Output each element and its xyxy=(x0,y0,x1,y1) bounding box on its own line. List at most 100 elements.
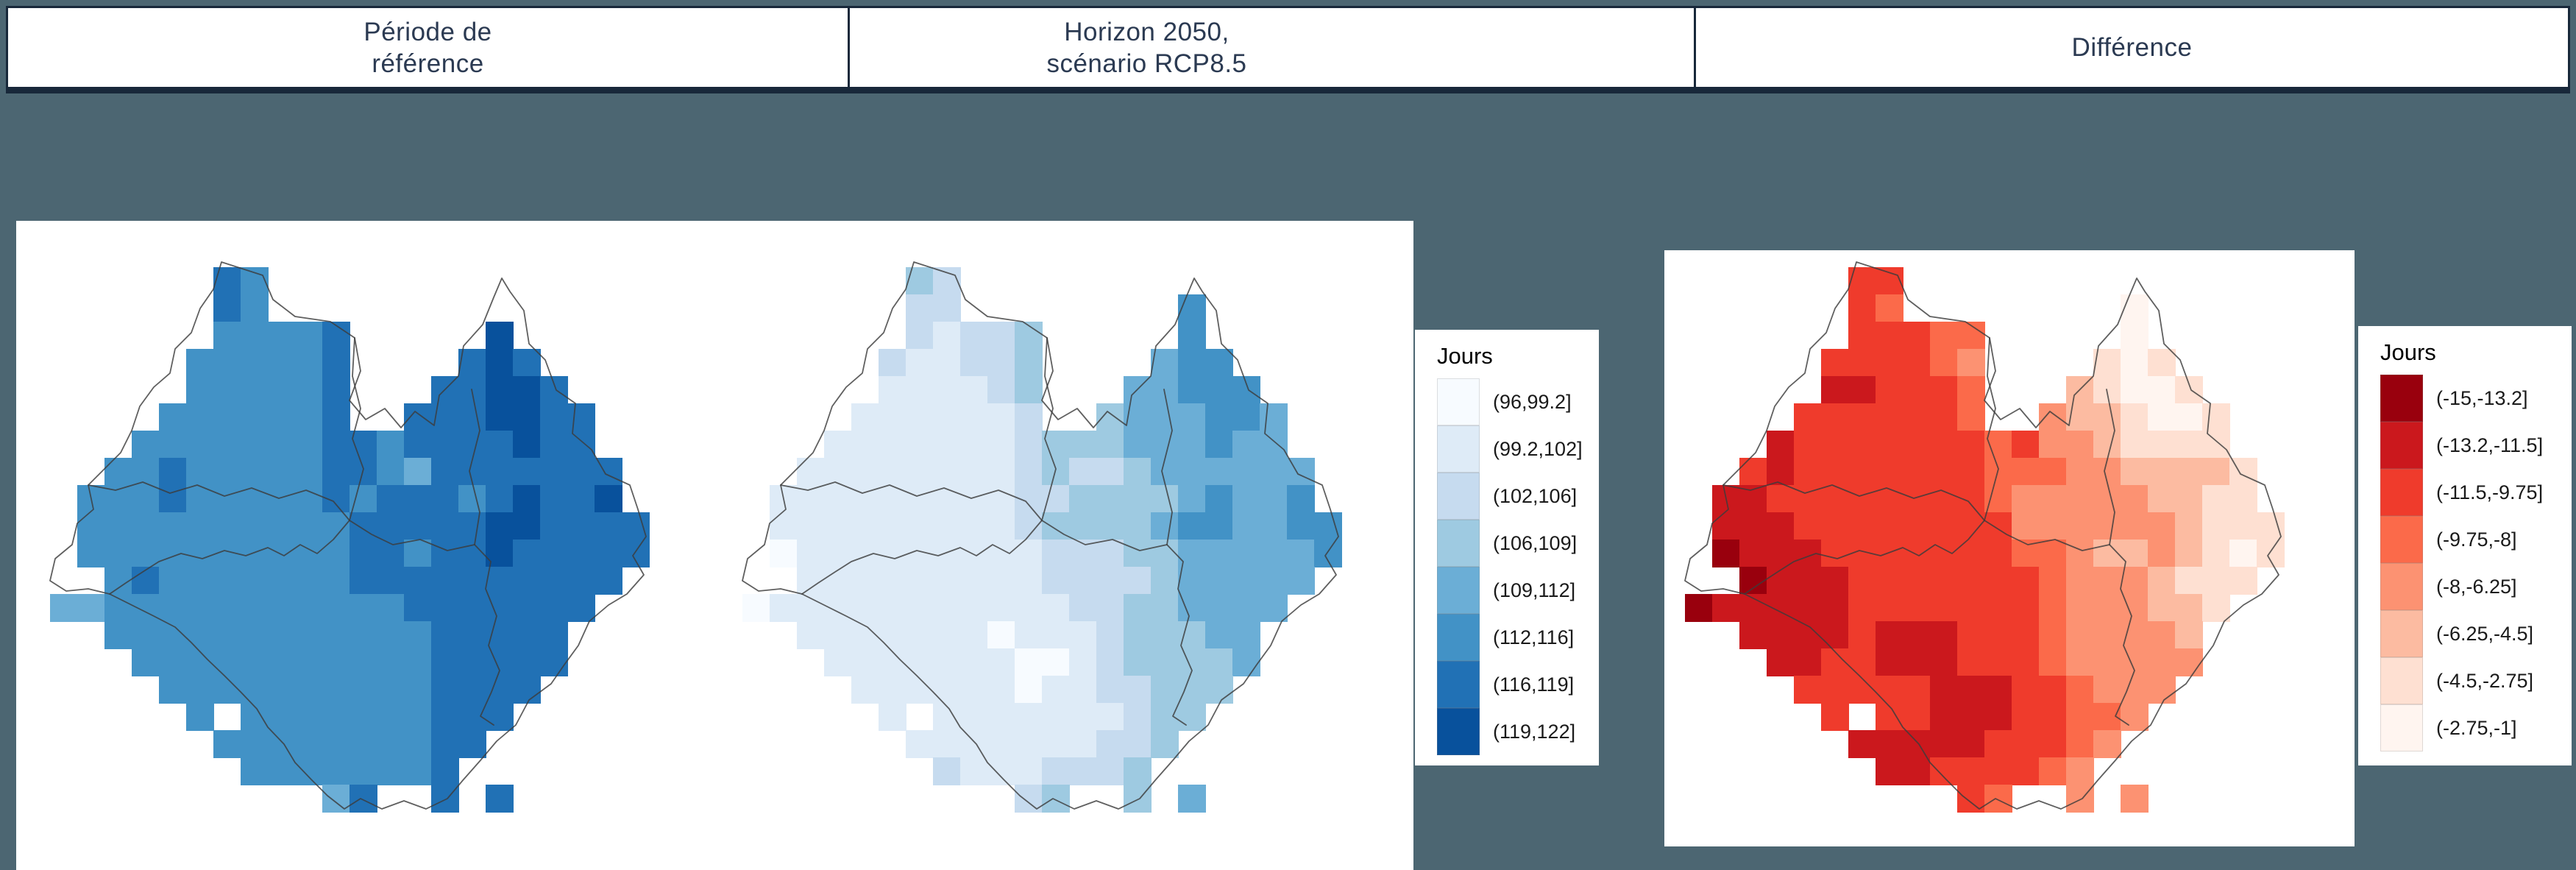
grid-cell xyxy=(1015,458,1043,486)
grid-cell xyxy=(132,648,160,676)
grid-cell xyxy=(2148,621,2176,649)
grid-cell xyxy=(1205,376,1233,404)
grid-cell xyxy=(1903,648,1931,676)
grid-cell xyxy=(1124,621,1152,649)
grid-cell xyxy=(1821,676,1849,704)
grid-cell xyxy=(186,648,214,676)
grid-cell xyxy=(322,730,350,758)
grid-cell xyxy=(1957,403,1985,431)
grid-cell xyxy=(1957,703,1985,731)
grid-cell xyxy=(1848,648,1876,676)
grid-cell xyxy=(2066,703,2094,731)
grid-cell xyxy=(1767,485,1795,513)
grid-cell xyxy=(404,676,432,704)
grid-cell xyxy=(1232,540,1260,567)
grid-cell xyxy=(1957,431,1985,459)
legend-entry: (112,116] xyxy=(1437,614,1599,661)
grid-cell xyxy=(213,376,241,404)
grid-cell xyxy=(241,512,269,540)
grid-cell xyxy=(960,403,988,431)
grid-cell xyxy=(2039,676,2067,704)
grid-cell xyxy=(879,540,906,567)
grid-cell xyxy=(268,730,296,758)
grid-cell xyxy=(1767,512,1795,540)
grid-cell xyxy=(1178,349,1206,377)
grid-cell xyxy=(1124,594,1152,622)
grid-cell xyxy=(540,567,568,595)
grid-cell xyxy=(513,621,541,649)
grid-cell xyxy=(1903,512,1931,540)
grid-cell xyxy=(431,730,459,758)
grid-cell xyxy=(1903,458,1931,486)
grid-cell xyxy=(595,485,622,513)
grid-cell xyxy=(879,458,906,486)
grid-cell xyxy=(186,458,214,486)
grid-cell xyxy=(268,512,296,540)
grid-cell xyxy=(1903,540,1931,567)
legend-label: (-6.25,-4.5] xyxy=(2436,622,2534,645)
grid-cell xyxy=(933,322,961,350)
grid-cell xyxy=(2093,512,2121,540)
grid-cell xyxy=(213,431,241,459)
grid-cell xyxy=(350,648,377,676)
grid-cell xyxy=(2148,431,2176,459)
grid-cell xyxy=(1260,594,1288,622)
legend-label: (-2.75,-1] xyxy=(2436,716,2517,739)
grid-cell xyxy=(2039,594,2067,622)
grid-cell xyxy=(960,512,988,540)
grid-cell xyxy=(458,485,486,513)
grid-cell xyxy=(295,594,323,622)
grid-cell xyxy=(377,458,405,486)
grid-cell xyxy=(1178,785,1206,813)
header-line: référence xyxy=(372,49,484,78)
grid-cell xyxy=(540,512,568,540)
grid-cell xyxy=(2148,594,2176,622)
grid-cell xyxy=(1178,703,1206,731)
grid-cell xyxy=(1903,676,1931,704)
legend-entry: (116,119] xyxy=(1437,661,1599,708)
grid-cell xyxy=(987,322,1015,350)
grid-cell xyxy=(1042,730,1070,758)
legend-entry: (-6.25,-4.5] xyxy=(2380,610,2572,657)
grid-cell xyxy=(431,485,459,513)
grid-cell xyxy=(879,403,906,431)
grid-cell xyxy=(933,540,961,567)
grid-cell xyxy=(513,349,541,377)
grid-cell xyxy=(458,349,486,377)
grid-cell xyxy=(1984,485,2012,513)
grid-cell xyxy=(1042,785,1070,813)
grid-cell xyxy=(1287,512,1315,540)
grid-cell xyxy=(2148,676,2176,704)
grid-cell xyxy=(1015,594,1043,622)
grid-cell xyxy=(2093,594,2121,622)
grid-cell xyxy=(2121,785,2149,813)
grid-cell xyxy=(2121,567,2149,595)
grid-cell xyxy=(540,621,568,649)
grid-cell xyxy=(960,431,988,459)
grid-cell xyxy=(2175,512,2203,540)
grid-cell xyxy=(513,567,541,595)
grid-cell xyxy=(933,730,961,758)
grid-cell xyxy=(567,567,595,595)
grid-cell xyxy=(1685,594,1713,622)
grid-cell xyxy=(404,540,432,567)
grid-cell xyxy=(879,594,906,622)
grid-cell xyxy=(1984,540,2012,567)
legend-swatch xyxy=(2380,516,2423,563)
legend-entry: (102,106] xyxy=(1437,473,1599,520)
grid-cell xyxy=(1957,730,1985,758)
grid-cell xyxy=(268,567,296,595)
grid-cell xyxy=(1930,703,1958,731)
grid-cell xyxy=(1151,621,1179,649)
grid-cell xyxy=(431,703,459,731)
grid-cell xyxy=(2202,540,2230,567)
grid-cell xyxy=(268,621,296,649)
grid-cell xyxy=(1930,431,1958,459)
grid-cell xyxy=(1794,567,1822,595)
grid-cell xyxy=(241,376,269,404)
grid-cell xyxy=(987,376,1015,404)
grid-cell xyxy=(1151,349,1179,377)
grid-cell xyxy=(1069,648,1097,676)
grid-cell xyxy=(1232,594,1260,622)
grid-cell xyxy=(2202,458,2230,486)
